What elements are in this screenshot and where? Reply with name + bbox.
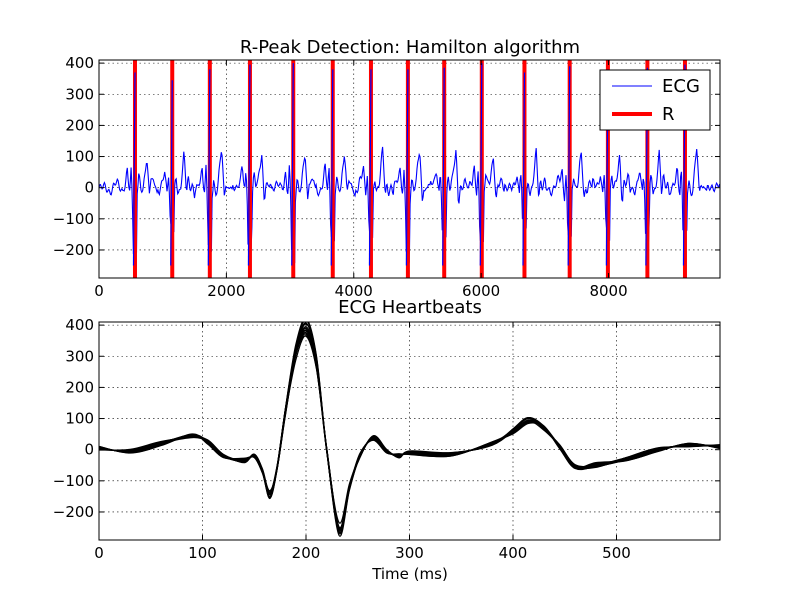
legend: ECG R: [599, 69, 711, 131]
heartbeats-title: ECG Heartbeats: [338, 297, 482, 318]
rpeak-title: R-Peak Detection: Hamilton algorithm: [240, 37, 580, 58]
x-tick-label: 200: [292, 544, 321, 562]
legend-box: [599, 69, 711, 131]
heartbeat-line: [99, 322, 720, 537]
x-tick-label: 2000: [207, 282, 245, 300]
y-tick-label: 0: [84, 179, 94, 197]
x-tick-label: 4000: [335, 282, 373, 300]
heartbeats-ticks: 0 100 200 300 400 500 −200 −100 0 100 200 300 400: [53, 316, 720, 562]
ecg-r-spike: [247, 64, 251, 266]
heartbeats-axes: ECG Heartbeats 0 100 200 300 400 500−200−1000…: [53, 297, 721, 583]
x-tick-label: 8000: [589, 282, 627, 300]
y-tick-label: 300: [65, 347, 94, 365]
y-tick-label: −200: [53, 241, 94, 259]
rpeak-axes: R-Peak Detection: Hamilton algorithm 0 20…: [53, 37, 721, 300]
legend-r-label: R: [662, 104, 675, 125]
y-tick-label: 400: [65, 316, 94, 334]
x-tick-label: 100: [188, 544, 217, 562]
ecg-r-spike: [479, 63, 483, 266]
heartbeat-line: [99, 332, 720, 529]
x-tick-label: 300: [395, 544, 424, 562]
heartbeat-line: [99, 322, 720, 535]
y-tick-label: 200: [65, 116, 94, 134]
y-tick-label: 400: [65, 54, 94, 72]
x-tick-label: 0: [94, 544, 104, 562]
x-tick-label: 400: [499, 544, 528, 562]
ecg-r-spike: [522, 72, 526, 266]
legend-ecg-label: ECG: [662, 76, 700, 97]
heartbeat-line: [99, 335, 720, 529]
x-tick-label: 0: [94, 282, 104, 300]
heartbeat-line: [99, 329, 720, 531]
y-tick-label: −200: [53, 503, 94, 521]
heartbeats-grid: [99, 322, 720, 540]
ecg-r-spike: [132, 72, 136, 266]
ecg-r-spike: [170, 80, 173, 266]
rpeak-frame: [98, 59, 721, 279]
ecg-r-spike: [291, 63, 294, 266]
y-tick-label: −100: [53, 472, 94, 490]
ecg-r-spike: [207, 69, 211, 266]
ecg-r-spike: [567, 66, 571, 266]
ecg-r-spike: [368, 69, 372, 266]
y-tick-label: 100: [65, 410, 94, 428]
ecg-r-spike: [442, 67, 445, 266]
ecg-r-spike: [330, 69, 334, 266]
x-tick-label: 6000: [462, 282, 500, 300]
rpeak-ticks: 0 2000 4000 6000 8000 −200 −100 0 100 200 300 400: [53, 54, 720, 300]
heartbeats-series: [99, 322, 720, 537]
y-tick-label: 100: [65, 148, 94, 166]
y-tick-label: 300: [65, 85, 94, 103]
ecg-r-spike: [405, 69, 409, 266]
heartbeats-xlabel: Time (ms): [371, 565, 448, 583]
y-tick-label: −100: [53, 210, 94, 228]
x-tick-label: 500: [602, 544, 631, 562]
y-tick-label: 200: [65, 378, 94, 396]
y-tick-label: 0: [84, 441, 94, 459]
